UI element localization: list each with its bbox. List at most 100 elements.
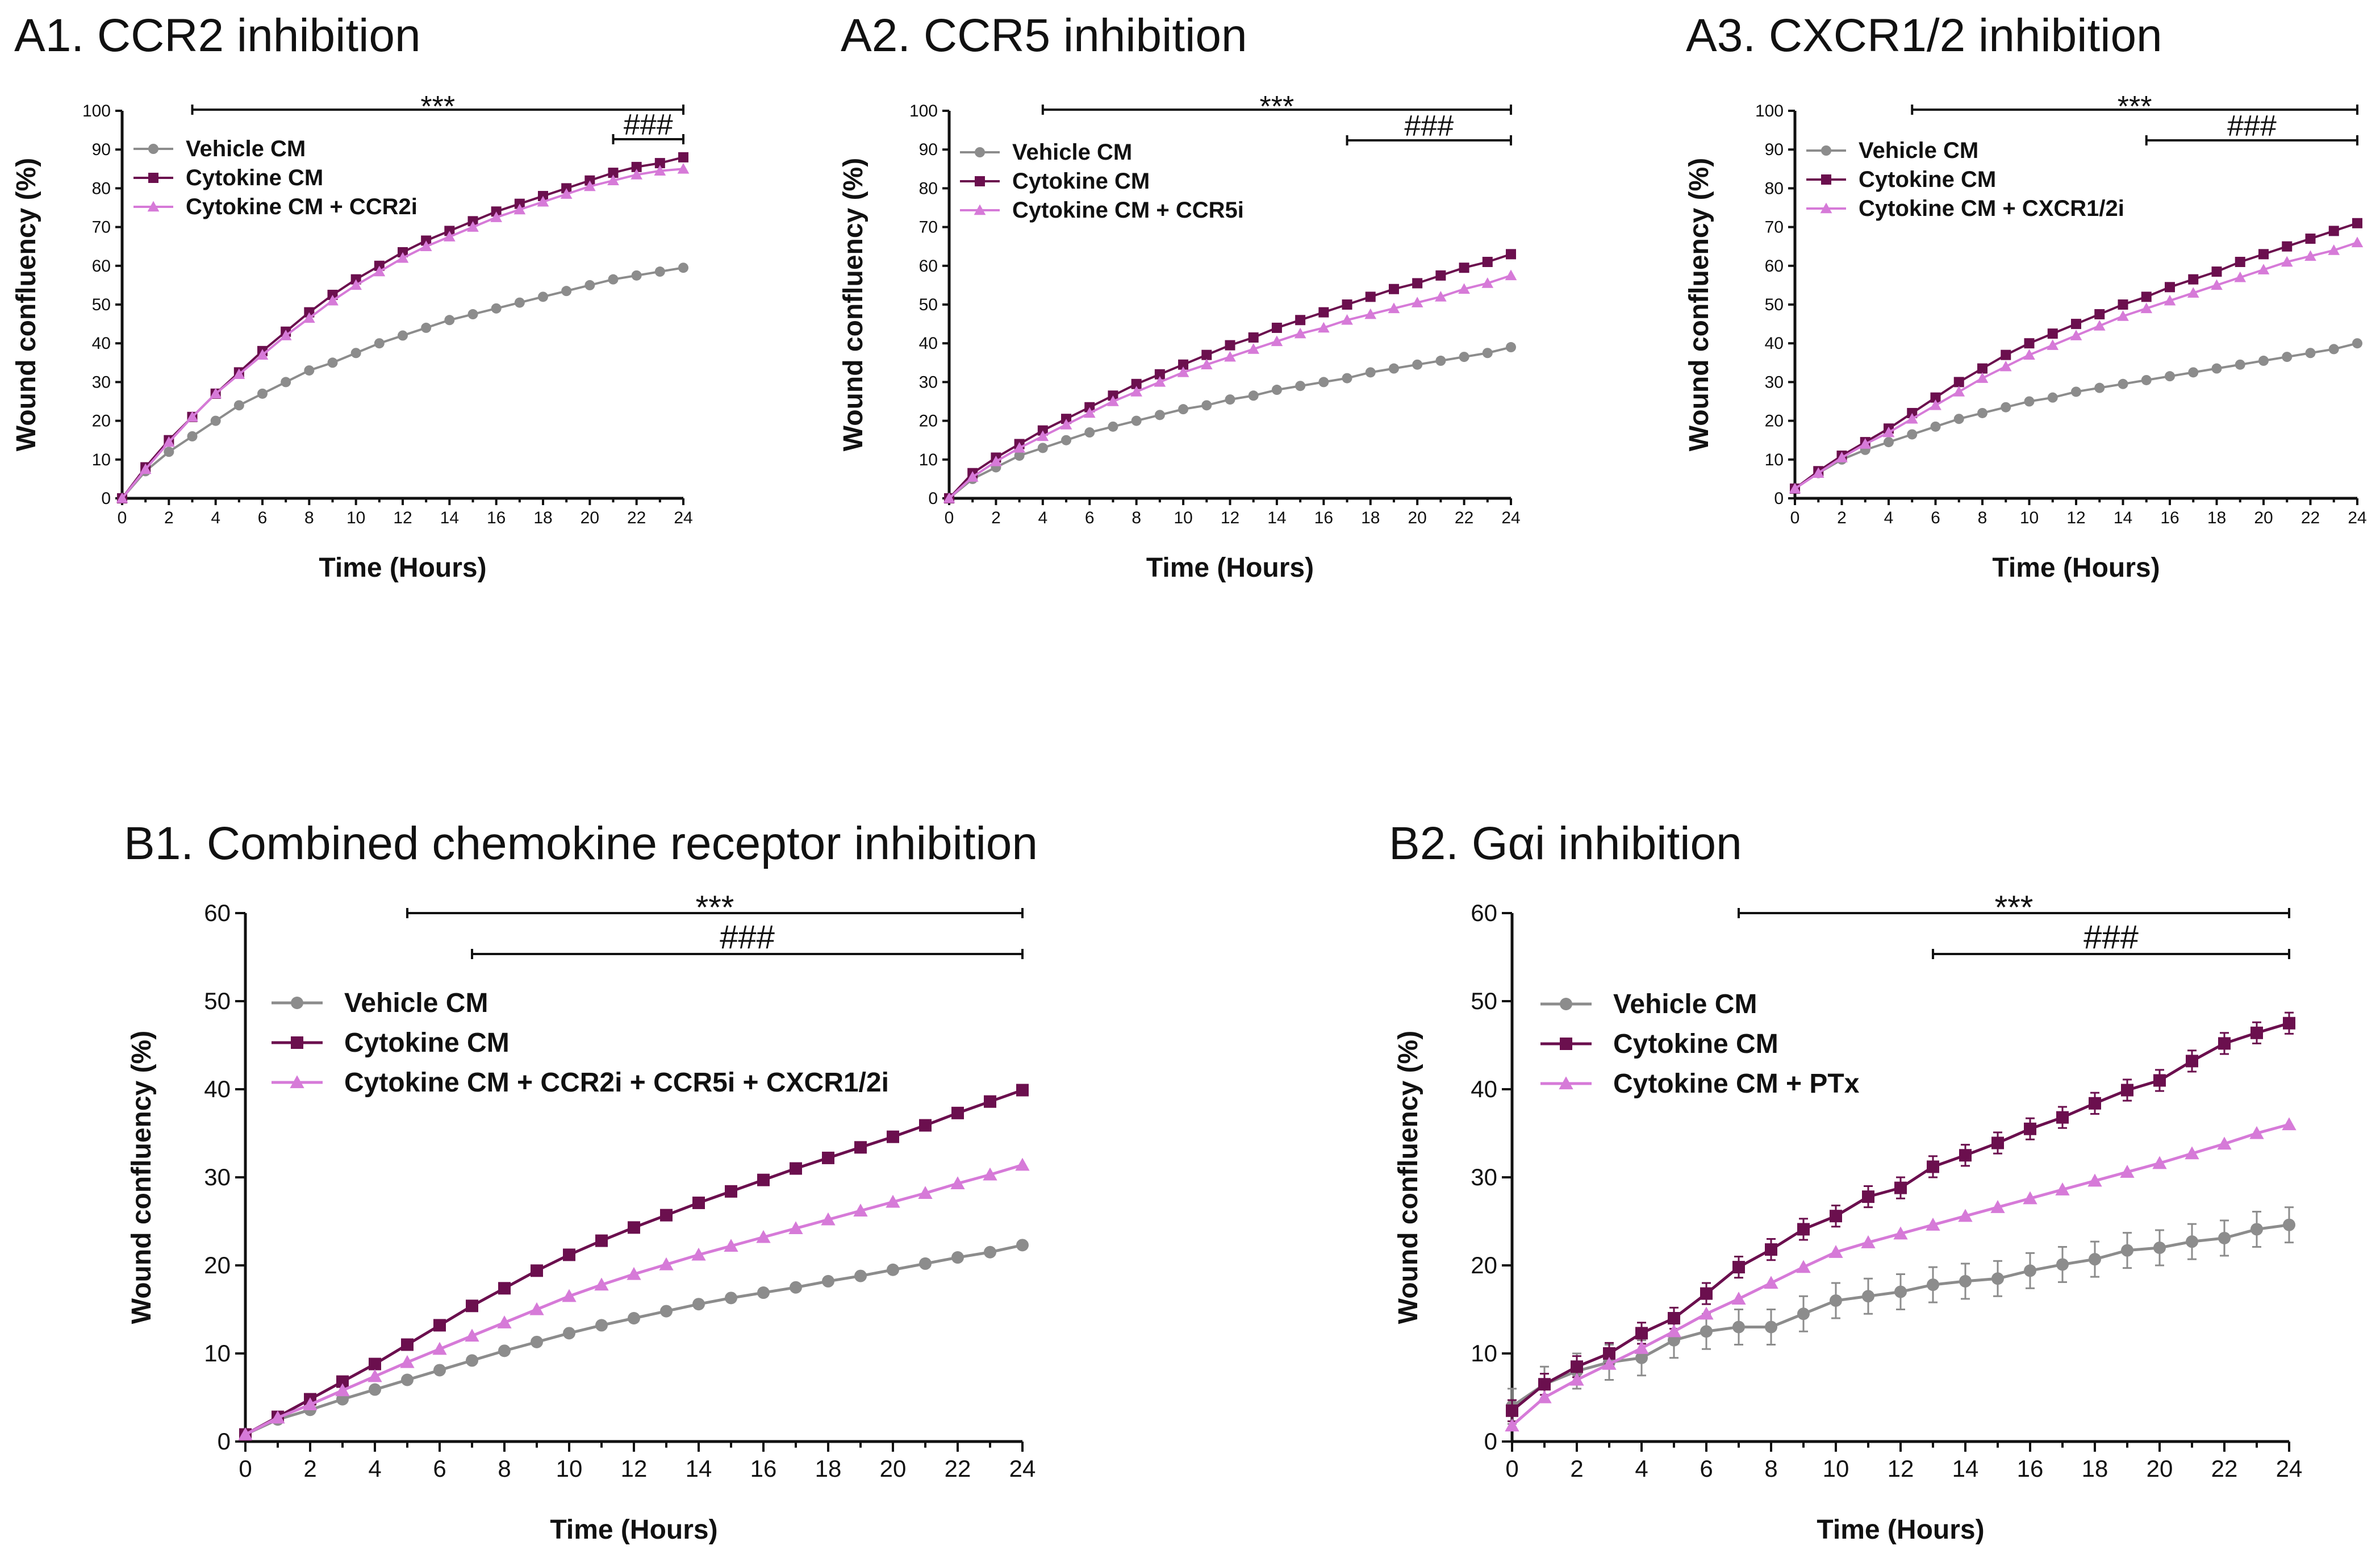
data-point	[595, 1234, 608, 1247]
y-tick-label: 0	[101, 489, 111, 508]
x-tick-label: 22	[2301, 509, 2320, 527]
y-tick-label: 60	[919, 257, 938, 276]
data-point	[854, 1269, 867, 1282]
legend-marker	[148, 173, 158, 183]
data-point	[1342, 373, 1352, 384]
y-tick-label: 20	[92, 412, 111, 431]
x-axis-title: Time (Hours)	[550, 1515, 717, 1545]
series-square	[1790, 218, 2362, 494]
data-point	[433, 1319, 446, 1332]
legend-label: Cytokine CM	[1859, 167, 1996, 192]
data-point	[628, 1221, 640, 1234]
significance-label: ###	[2083, 919, 2139, 956]
x-tick-label: 0	[1790, 509, 1800, 527]
x-tick-label: 18	[815, 1455, 842, 1482]
y-tick-label: 30	[204, 1164, 231, 1190]
legend-marker	[148, 144, 158, 154]
data-point	[421, 322, 432, 333]
data-point	[2258, 249, 2269, 260]
data-point	[1271, 385, 1282, 395]
y-tick-label: 70	[919, 218, 938, 237]
x-tick-label: 10	[1823, 1455, 1849, 1482]
data-point	[1953, 386, 1965, 397]
data-point	[2211, 279, 2223, 290]
data-point	[1506, 249, 1516, 260]
data-point	[2093, 320, 2106, 331]
data-point	[2094, 309, 2105, 320]
data-point	[1247, 343, 1260, 354]
x-tick-label: 14	[1267, 509, 1286, 527]
significance-label: ***	[1995, 889, 2034, 926]
x-tick-label: 12	[2066, 509, 2085, 527]
data-point	[2257, 264, 2270, 274]
x-tick-label: 20	[581, 509, 599, 527]
data-point	[2118, 299, 2128, 310]
data-point	[497, 1315, 512, 1328]
data-point	[350, 348, 361, 359]
series-line	[948, 253, 1511, 499]
data-point	[1060, 419, 1072, 430]
data-point	[2282, 1117, 2297, 1131]
data-point	[2153, 1074, 2166, 1087]
data-point	[1894, 1285, 1907, 1298]
data-point	[1506, 342, 1516, 353]
data-point	[1603, 1347, 1615, 1360]
data-point	[563, 1248, 575, 1261]
data-point	[919, 1257, 932, 1270]
panel-a1: A1. CCR2 inhibition010203040506070809010…	[11, 10, 693, 583]
legend-marker	[1560, 998, 1572, 1010]
data-point	[951, 1106, 964, 1119]
y-tick-label: 0	[1484, 1428, 1497, 1455]
data-point	[1177, 366, 1189, 377]
chart-title: B1. Combined chemokine receptor inhibiti…	[124, 818, 1038, 869]
data-point	[1248, 390, 1259, 401]
x-tick-label: 6	[433, 1455, 446, 1482]
data-point	[692, 1196, 705, 1209]
x-tick-label: 22	[627, 509, 646, 527]
data-point	[984, 1245, 996, 1259]
data-point	[1862, 1190, 1874, 1203]
data-point	[691, 1247, 706, 1261]
data-point	[1200, 359, 1213, 369]
panel-a3: A3. CXCR1/2 inhibition010203040506070809…	[1684, 10, 2367, 583]
significance-label: ###	[720, 919, 775, 956]
significance-label: ***	[696, 889, 734, 926]
x-tick-label: 16	[750, 1455, 777, 1482]
x-tick-label: 0	[945, 509, 954, 527]
x-tick-label: 12	[393, 509, 412, 527]
data-point	[2056, 1258, 2069, 1271]
y-tick-label: 0	[928, 489, 938, 508]
legend-label: Cytokine CM + CXCR1/2i	[1859, 196, 2124, 221]
data-point	[790, 1281, 802, 1294]
y-tick-label: 80	[1765, 179, 1784, 198]
data-point	[678, 152, 688, 163]
data-point	[210, 415, 221, 426]
data-point	[950, 1176, 965, 1189]
data-point	[659, 1257, 674, 1270]
data-point	[1178, 359, 1189, 370]
data-point	[116, 492, 128, 503]
data-point	[1953, 377, 1964, 388]
data-point	[1037, 430, 1049, 441]
x-tick-label: 10	[1174, 509, 1192, 527]
legend-label: Vehicle CM	[1859, 138, 1978, 163]
data-point	[1037, 443, 1048, 453]
data-point	[2165, 282, 2175, 293]
data-point	[1538, 1378, 1551, 1391]
data-point	[1178, 404, 1189, 415]
data-point	[757, 1286, 770, 1299]
data-point	[1318, 377, 1329, 388]
data-point	[1699, 1306, 1714, 1320]
legend-marker	[1560, 1038, 1572, 1050]
x-tick-label: 2	[1837, 509, 1847, 527]
data-point	[1789, 482, 1801, 494]
data-point	[1435, 355, 1446, 366]
x-tick-label: 14	[1952, 1455, 1979, 1482]
data-point	[594, 1277, 609, 1291]
data-point	[498, 1282, 511, 1295]
legend-marker	[1821, 174, 1831, 185]
data-point	[303, 312, 315, 323]
data-point	[1364, 308, 1377, 319]
